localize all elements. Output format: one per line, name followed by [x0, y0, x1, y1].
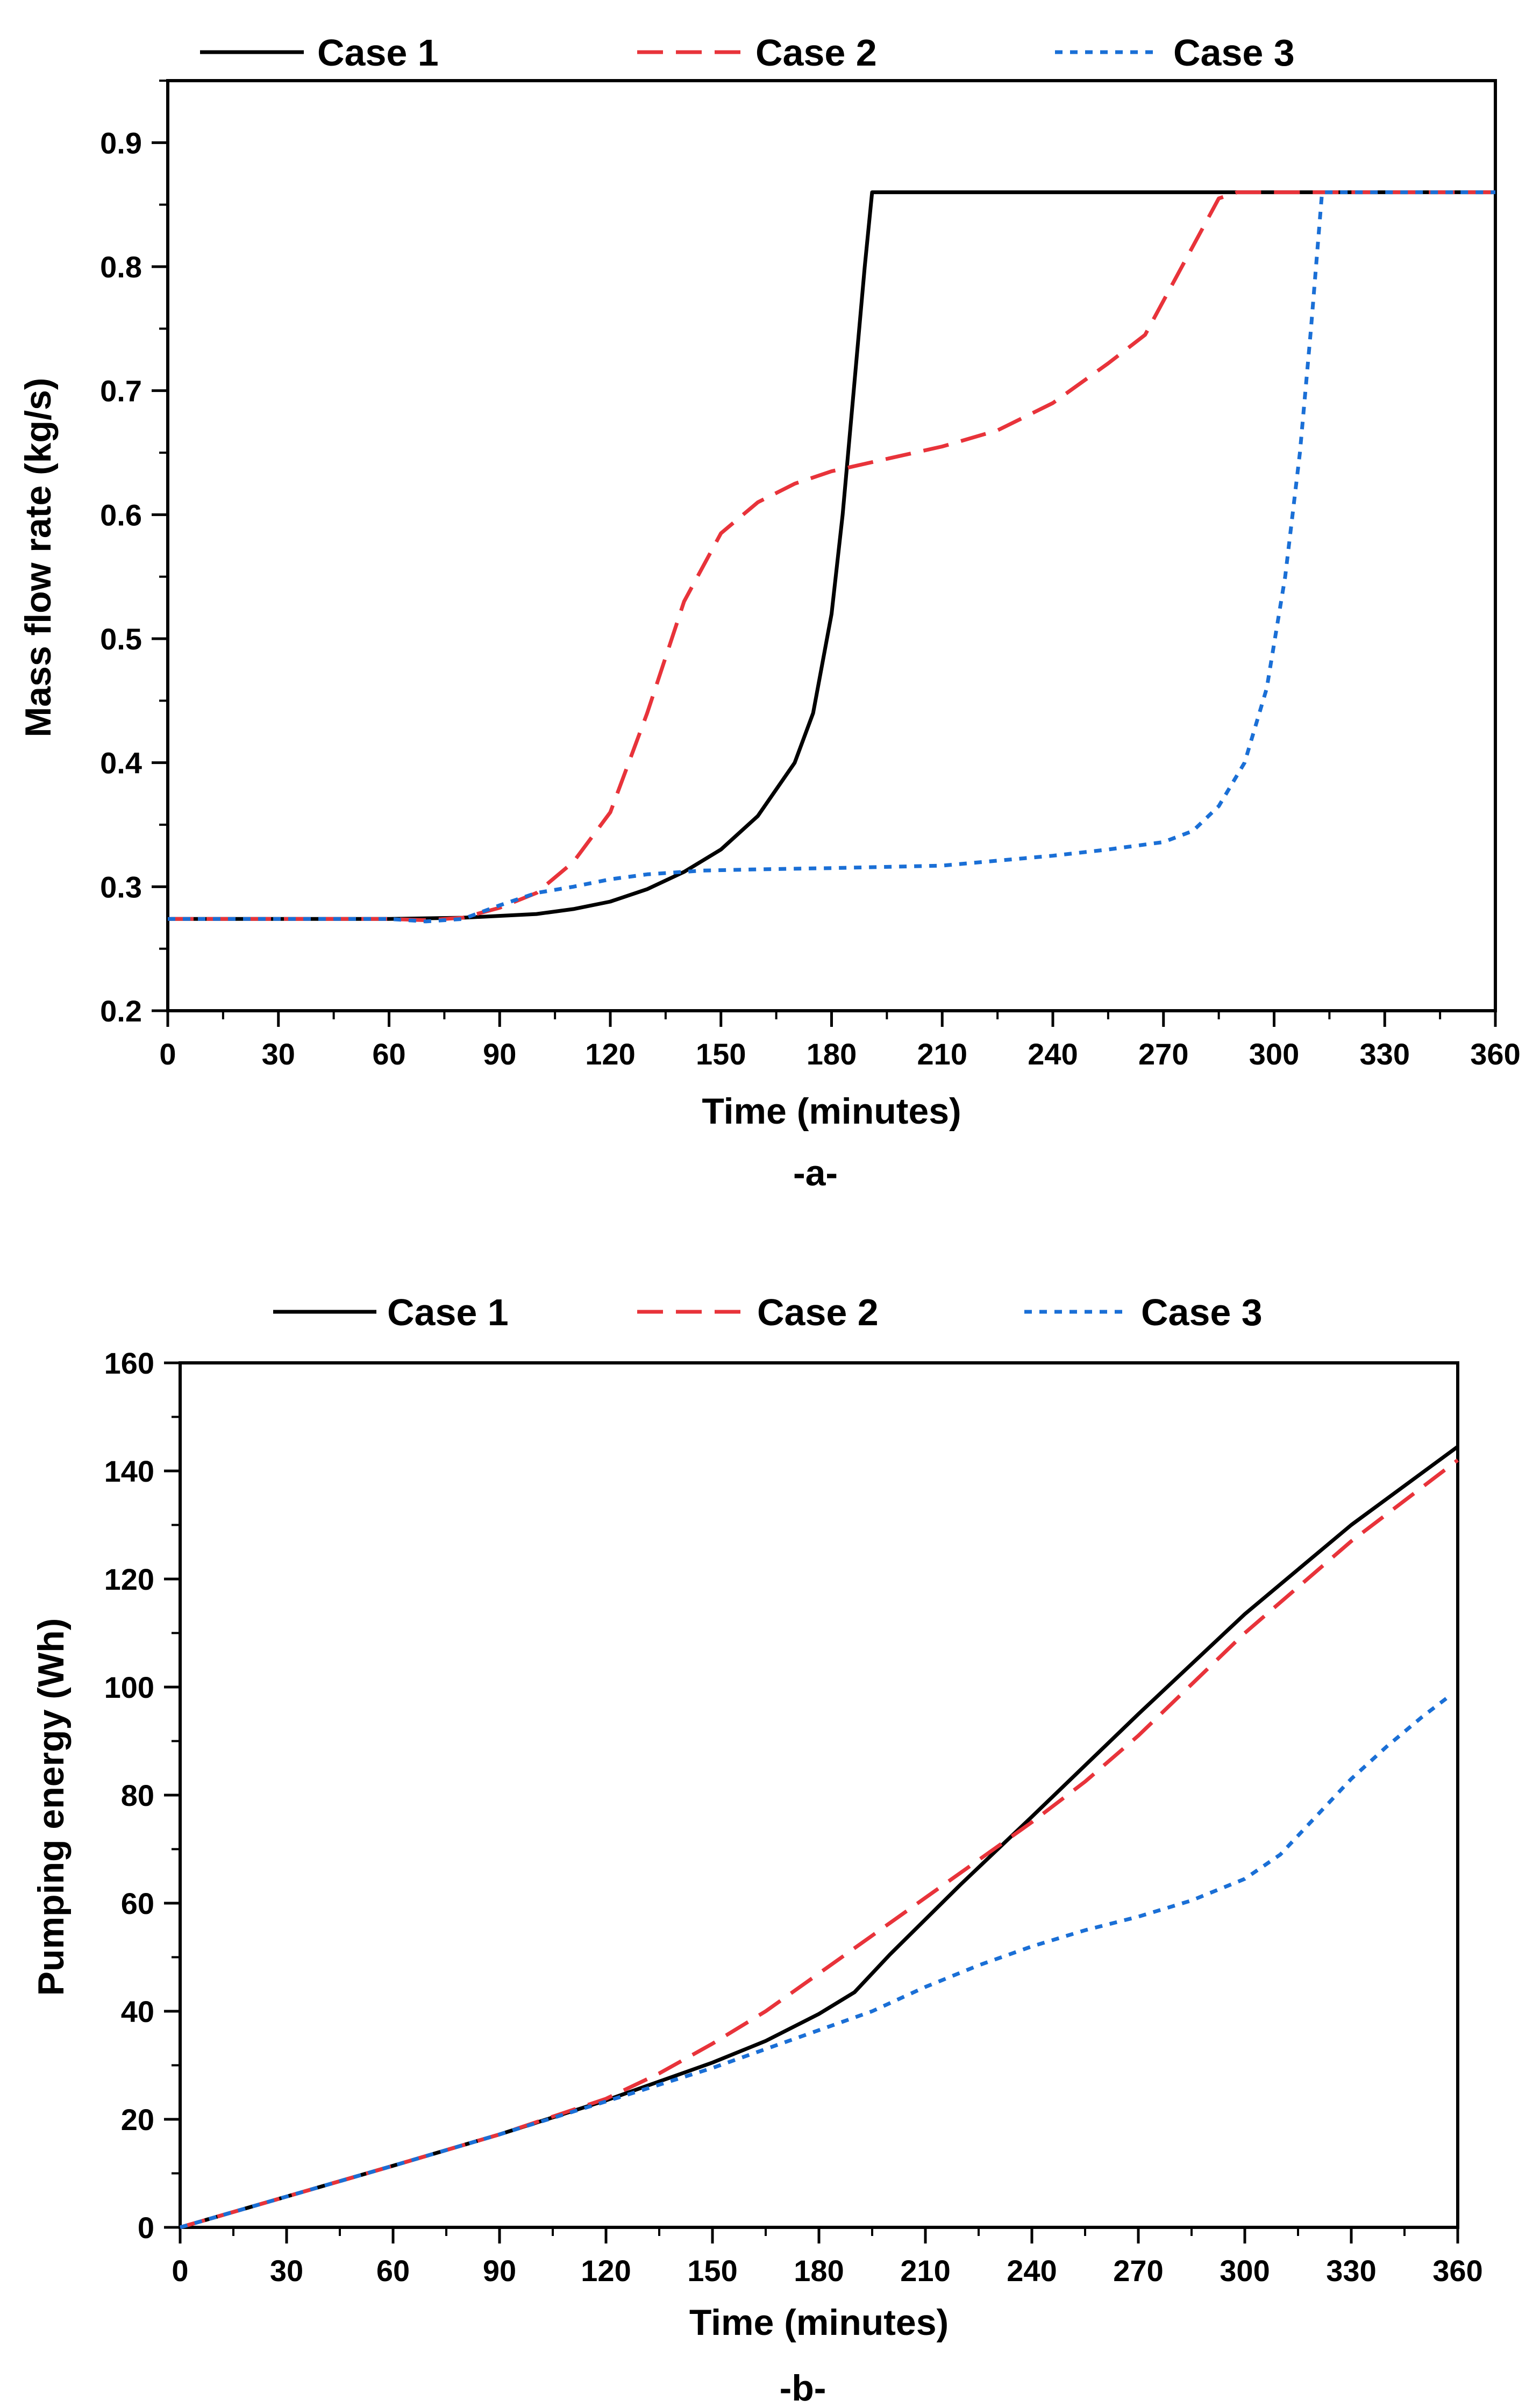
legend-label-case-1: Case 1: [387, 1291, 509, 1333]
y-tick-label: 160: [104, 1346, 154, 1380]
x-tick-label: 210: [900, 2254, 950, 2288]
y-tick-label: 0.3: [100, 870, 142, 904]
x-tick-label: 0: [172, 2254, 188, 2288]
y-tick-label: 40: [121, 1995, 154, 2028]
x-tick-label: 30: [270, 2254, 303, 2288]
x-tick-label: 0: [159, 1037, 176, 1071]
y-axis-title: Pumping energy (Wh): [31, 1618, 72, 1996]
chart-caption: -a-: [793, 1153, 838, 1194]
series-line-case-1: [180, 1445, 1459, 2230]
legend-label-case-3: Case 3: [1173, 32, 1295, 74]
x-tick-label: 90: [483, 2254, 516, 2288]
x-tick-label: 360: [1470, 1037, 1520, 1071]
series-line-case-2: [168, 190, 1495, 923]
y-tick-label: 0.2: [100, 994, 142, 1028]
y-tick-label: 0: [138, 2211, 154, 2245]
plot-frame: [166, 79, 1497, 1012]
y-tick-label: 80: [121, 1778, 154, 1812]
x-tick-label: 180: [807, 1037, 857, 1071]
y-tick-label: 0.5: [100, 622, 142, 656]
chart-a: 0 30 60 90 120 150 180 210 240 270 300 330 360 0.2 0.3…: [18, 32, 1521, 1194]
x-tick-label: 300: [1220, 2254, 1270, 2288]
x-tick-label: 150: [687, 2254, 737, 2288]
y-tick-label: 60: [121, 1887, 154, 1920]
legend-label-case-1: Case 1: [317, 32, 439, 74]
legend-label-case-2: Case 2: [755, 32, 877, 74]
x-tick-label: 210: [917, 1037, 967, 1071]
x-tick-label: 180: [794, 2254, 844, 2288]
y-tick-label: 20: [121, 2103, 154, 2137]
x-axis-title: Time (minutes): [689, 2302, 949, 2343]
x-tick-label: 330: [1326, 2254, 1376, 2288]
series-line-case-3: [180, 1696, 1449, 2230]
y-tick-label: 0.8: [100, 250, 142, 284]
y-tick-label: 140: [104, 1454, 154, 1488]
legend-label-case-3: Case 3: [1141, 1291, 1263, 1333]
y-tick-label: 0.6: [100, 498, 142, 532]
x-tick-label: 60: [372, 1037, 405, 1071]
x-tick-label: 90: [483, 1037, 516, 1071]
x-axis-title: Time (minutes): [702, 1091, 961, 1132]
chart-b: 0 30 60 90 120 150 180 210 240 270 300 330 360 0 20 40 6…: [31, 1291, 1483, 2408]
series-line-case-3: [168, 190, 1495, 924]
series-line-case-1: [168, 190, 1495, 921]
x-tick-label: 270: [1113, 2254, 1163, 2288]
y-tick-label: 0.9: [100, 126, 142, 160]
x-tick-label: 240: [1028, 1037, 1078, 1071]
x-tick-label: 270: [1138, 1037, 1188, 1071]
series-line-case-2: [180, 1459, 1459, 2230]
x-tick-label: 300: [1249, 1037, 1299, 1071]
legend-label-case-2: Case 2: [757, 1291, 879, 1333]
y-axis-title: Mass flow rate (kg/s): [18, 378, 59, 738]
x-tick-label: 30: [262, 1037, 295, 1071]
x-tick-label: 120: [581, 2254, 631, 2288]
x-tick-label: 150: [696, 1037, 746, 1071]
plot-frame: [179, 1361, 1459, 2229]
chart-caption: -b-: [780, 2368, 826, 2408]
x-tick-label: 60: [376, 2254, 410, 2288]
y-tick-label: 0.4: [100, 746, 142, 780]
y-tick-label: 120: [104, 1562, 154, 1596]
x-tick-label: 330: [1360, 1037, 1410, 1071]
y-tick-label: 100: [104, 1670, 154, 1704]
x-tick-label: 360: [1432, 2254, 1482, 2288]
y-tick-label: 0.7: [100, 374, 142, 408]
x-tick-label: 240: [1007, 2254, 1057, 2288]
x-tick-label: 120: [585, 1037, 635, 1071]
